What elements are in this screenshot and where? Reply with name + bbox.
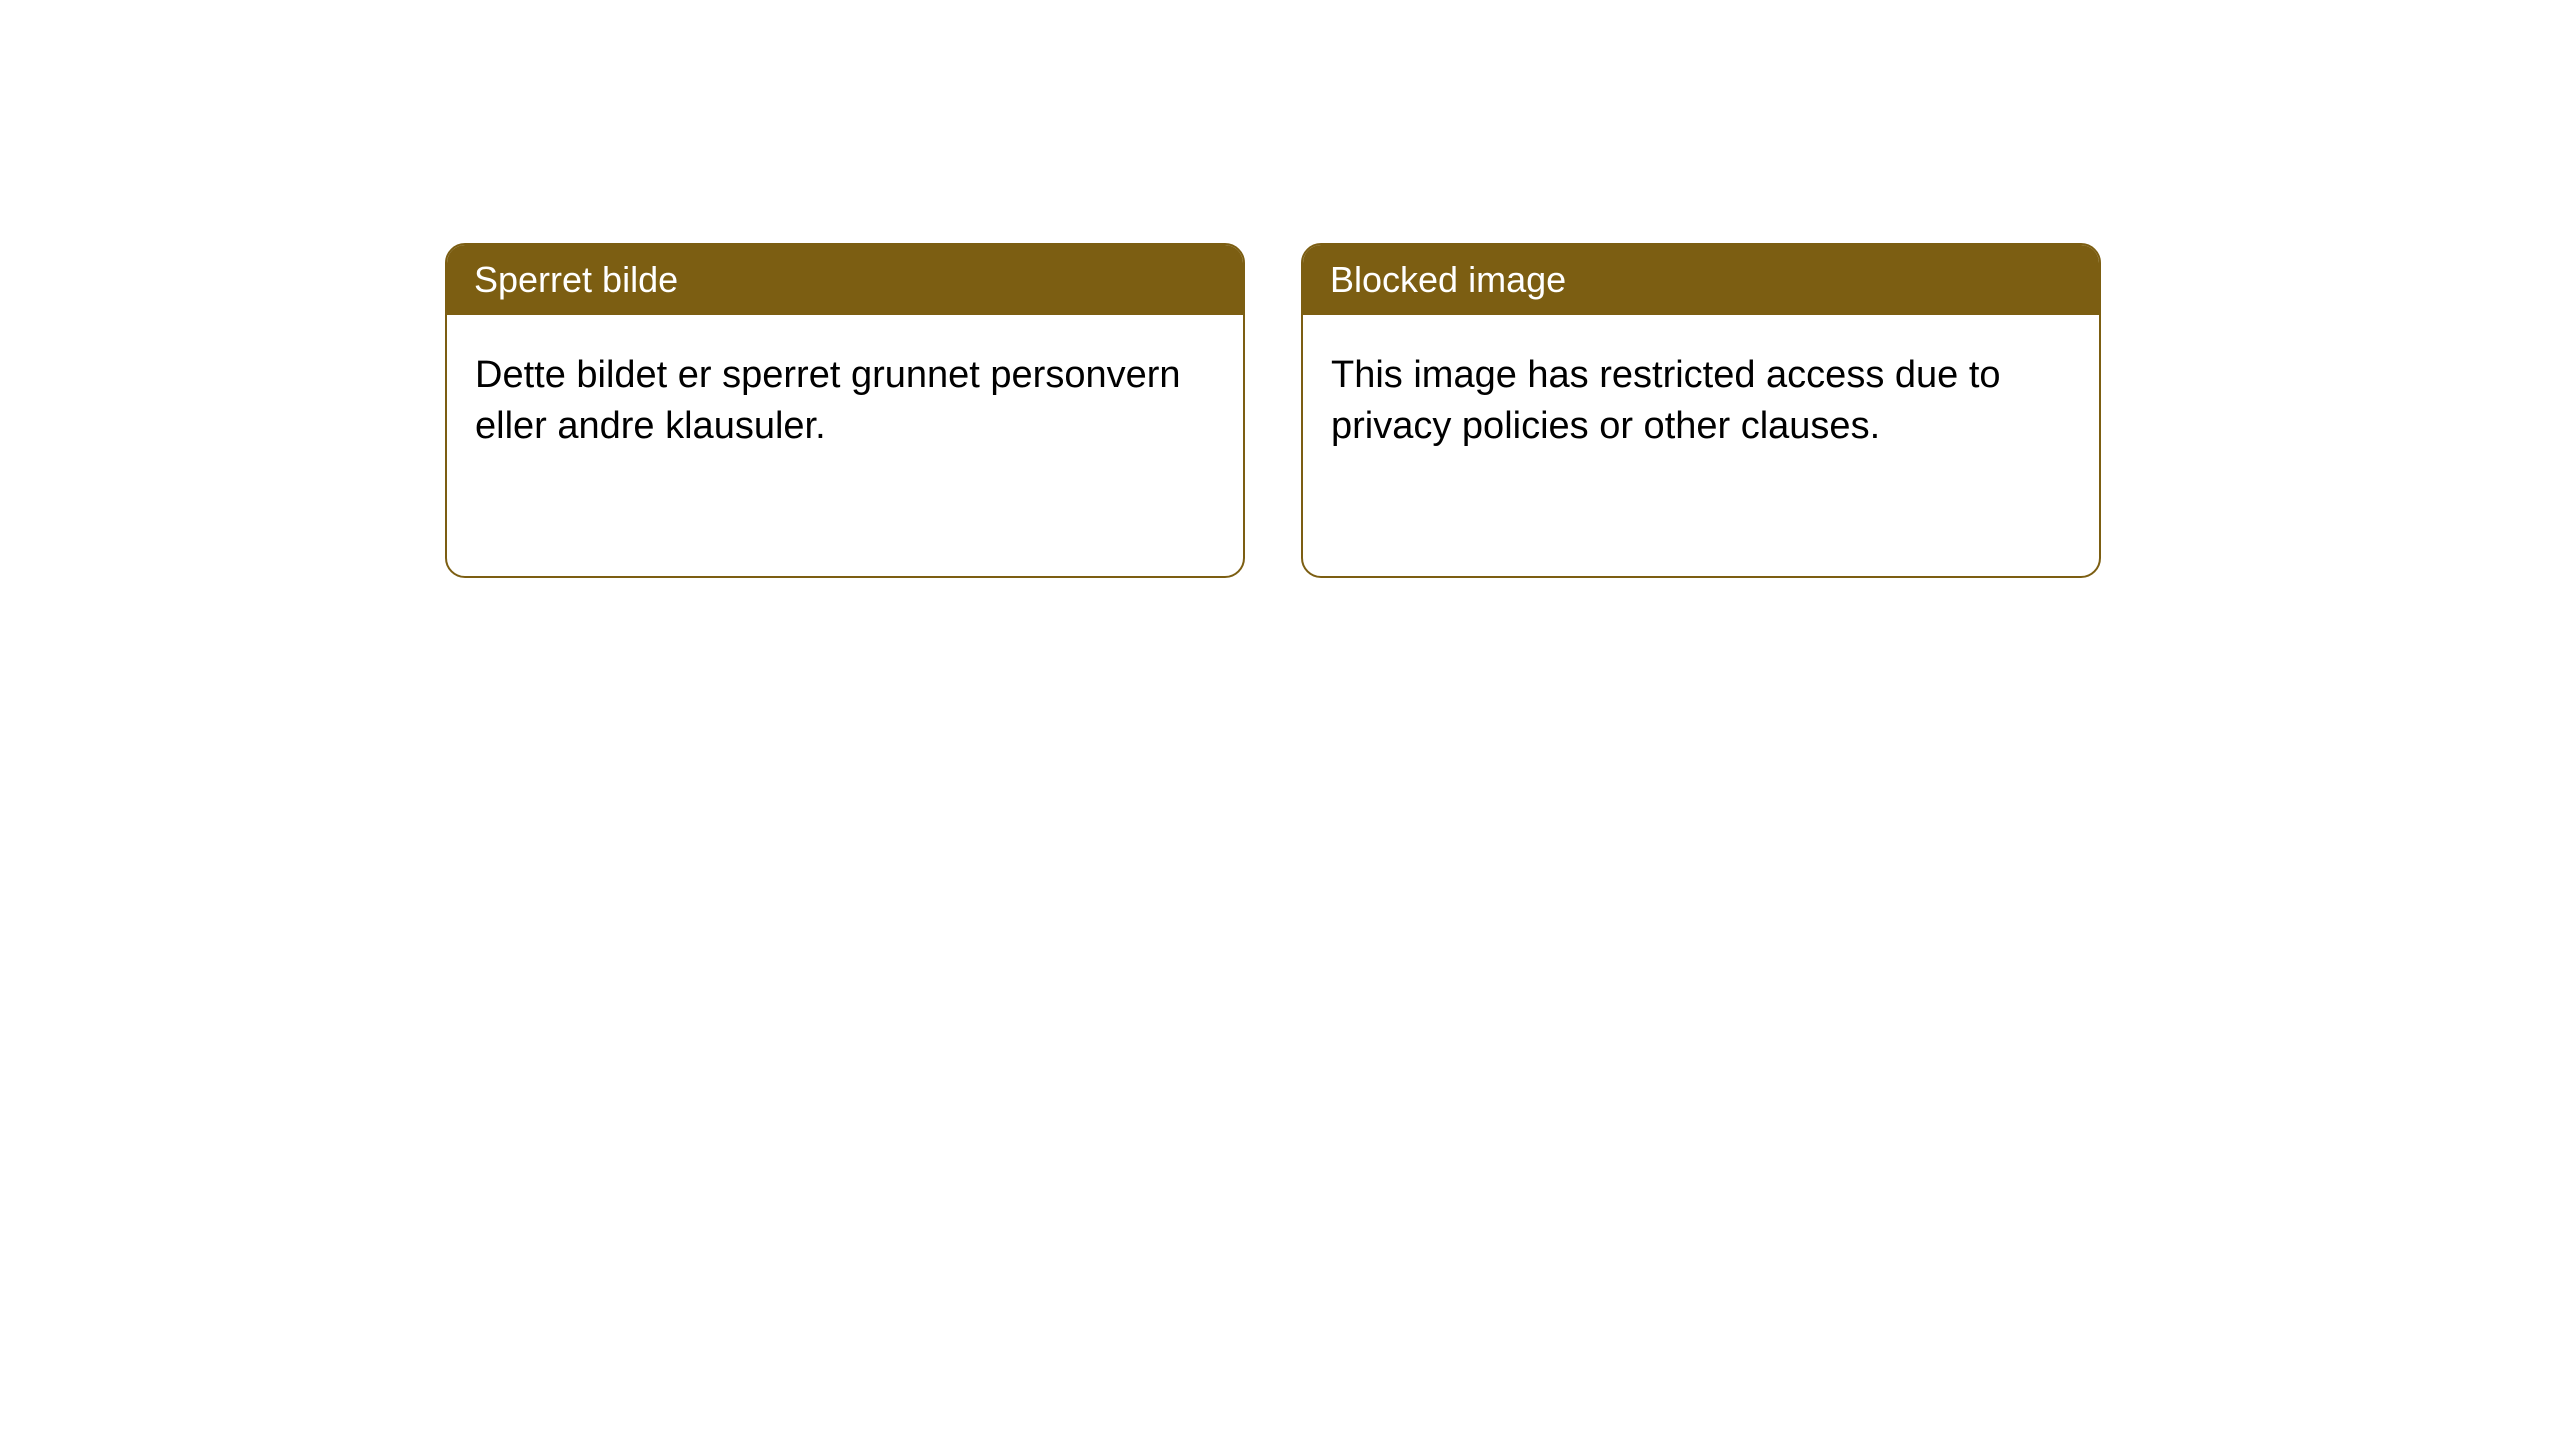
notice-message: This image has restricted access due to … bbox=[1303, 315, 2099, 488]
notice-container: Sperret bilde Dette bildet er sperret gr… bbox=[0, 0, 2560, 578]
notice-title: Blocked image bbox=[1303, 245, 2099, 315]
notice-box-english: Blocked image This image has restricted … bbox=[1301, 243, 2101, 578]
notice-box-norwegian: Sperret bilde Dette bildet er sperret gr… bbox=[445, 243, 1245, 578]
notice-title: Sperret bilde bbox=[447, 245, 1243, 315]
notice-message: Dette bildet er sperret grunnet personve… bbox=[447, 315, 1243, 488]
